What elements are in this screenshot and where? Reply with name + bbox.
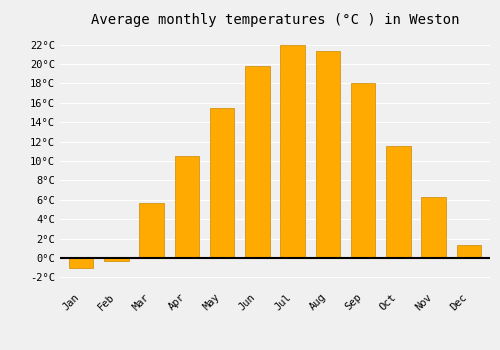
Bar [104,258,128,261]
Bar [210,108,234,258]
Bar [422,197,446,258]
Bar [351,83,376,258]
Title: Average monthly temperatures (°C ) in Weston: Average monthly temperatures (°C ) in We… [91,13,459,27]
Bar [280,45,305,258]
Bar [456,245,481,258]
Bar [69,258,94,268]
Bar [140,203,164,258]
Bar [386,146,410,258]
Bar [245,66,270,258]
Bar [316,51,340,258]
Bar [174,156,199,258]
